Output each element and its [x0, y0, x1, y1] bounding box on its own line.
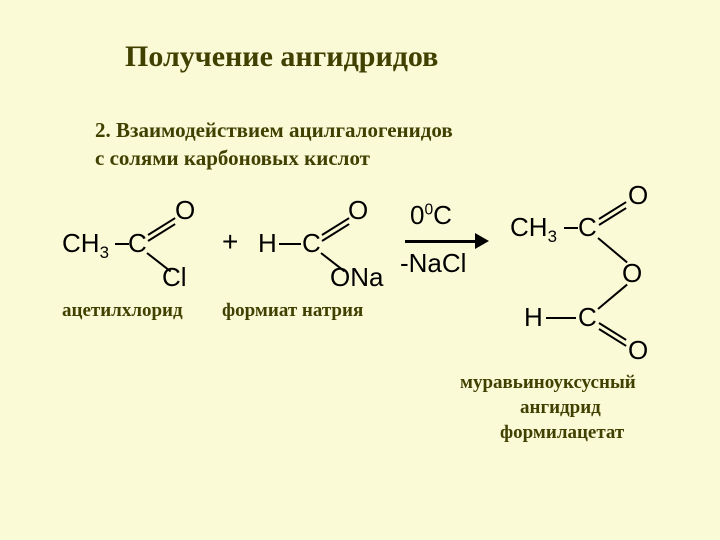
m2-o: O — [348, 195, 368, 226]
p-bond-omid-c2 — [597, 284, 627, 310]
plus-sign: + — [222, 226, 238, 258]
arrow-shaft — [405, 240, 480, 243]
arrow-top-text: 00C — [410, 200, 452, 231]
arrow-head — [475, 233, 489, 249]
p-c2: C — [578, 302, 597, 333]
p-ch3-sub: 3 — [548, 227, 557, 246]
arrow-top-post: C — [433, 200, 452, 230]
m1-c: C — [128, 228, 147, 259]
p-ch3: CH3 — [510, 212, 557, 243]
m1-bond-ch3-c — [115, 243, 129, 245]
p-bond-ch3-c1 — [564, 227, 578, 229]
m2-h: H — [258, 228, 277, 259]
p-o2: O — [628, 335, 648, 366]
m1-o: O — [175, 195, 195, 226]
m1-ch3-sub: 3 — [100, 243, 109, 262]
p-bond-h-dash — [550, 317, 558, 319]
p-ch3-text: CH — [510, 212, 548, 242]
p-h: H — [524, 302, 543, 333]
m1-ch3: CH3 — [62, 228, 109, 259]
p-o1: O — [628, 180, 648, 211]
p-bond-c1-omid — [597, 237, 627, 263]
m1-ch3-text: CH — [62, 228, 100, 258]
m2-c: C — [302, 228, 321, 259]
arrow-top-sup: 0 — [424, 201, 433, 218]
reaction-diagram: CH3 C O Cl + H C O ONa 00C -NaCl — [0, 0, 720, 540]
p-c1: C — [578, 212, 597, 243]
arrow-bottom-text: -NaCl — [400, 248, 466, 279]
arrow-top-pre: 0 — [410, 200, 424, 230]
slide-root: Получение ангидридов 2. Взаимодействием … — [0, 0, 720, 540]
m2-bond-h-dash — [283, 243, 291, 245]
